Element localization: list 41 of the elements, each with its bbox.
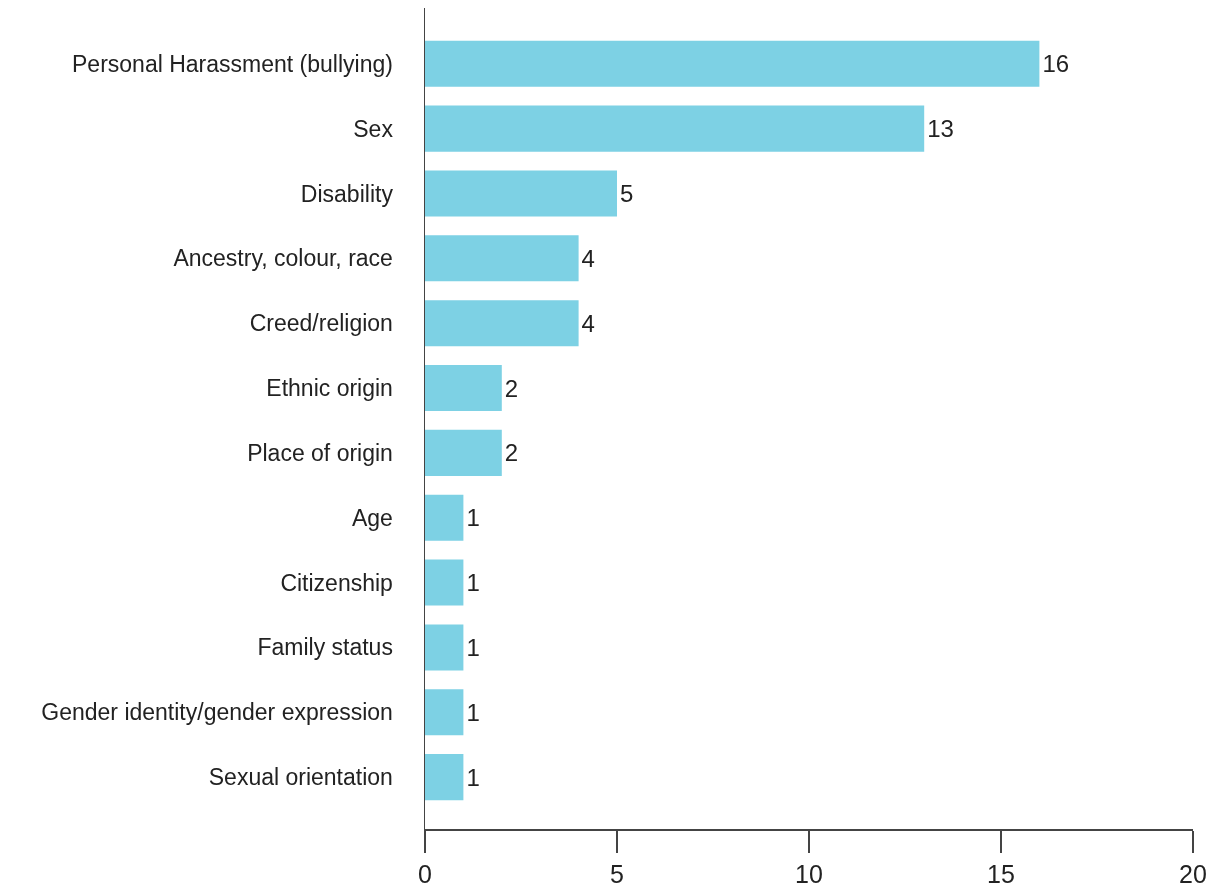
y-tick-label: Age <box>351 504 393 531</box>
data-label: 1 <box>466 633 480 661</box>
data-label: 1 <box>466 569 480 597</box>
bar <box>425 235 579 282</box>
y-tick-label: Ancestry, colour, race <box>173 245 393 272</box>
data-label: 5 <box>620 179 634 207</box>
bar <box>425 365 502 412</box>
x-tick-label: 20 <box>1179 859 1207 884</box>
y-tick-label: Family status <box>257 634 393 661</box>
y-tick-label: Place of origin <box>247 439 393 466</box>
data-label: 4 <box>581 244 595 272</box>
bar <box>425 40 1040 87</box>
data-label: 1 <box>466 504 480 532</box>
y-tick-label: Sexual orientation <box>208 764 393 791</box>
x-tick-label: 5 <box>610 859 624 884</box>
bar <box>425 300 579 347</box>
y-tick-label: Gender identity/gender expression <box>41 699 393 726</box>
bar <box>425 170 617 217</box>
bar <box>425 105 925 152</box>
y-tick-label: Ethnic origin <box>266 375 393 402</box>
bar <box>425 559 464 606</box>
y-tick-label: Personal Harassment (bullying) <box>72 50 393 77</box>
data-label: 4 <box>581 309 595 337</box>
data-label: 13 <box>927 115 954 143</box>
data-label: 16 <box>1042 50 1070 78</box>
y-tick-label: Creed/religion <box>249 310 393 337</box>
bar <box>425 624 464 671</box>
bar <box>425 494 464 541</box>
x-tick-label: 0 <box>418 859 432 884</box>
y-tick-label: Disability <box>300 180 394 207</box>
data-label: 1 <box>466 763 480 791</box>
data-label: 2 <box>504 439 519 467</box>
x-tick-label: 15 <box>987 859 1015 884</box>
bar <box>425 754 464 801</box>
y-tick-label: Citizenship <box>280 569 393 596</box>
x-tick-label: 10 <box>795 859 823 884</box>
y-tick-label: Sex <box>353 115 394 142</box>
bar <box>425 689 464 736</box>
bar <box>425 429 502 476</box>
data-label: 1 <box>466 698 480 726</box>
data-label: 2 <box>504 374 519 402</box>
